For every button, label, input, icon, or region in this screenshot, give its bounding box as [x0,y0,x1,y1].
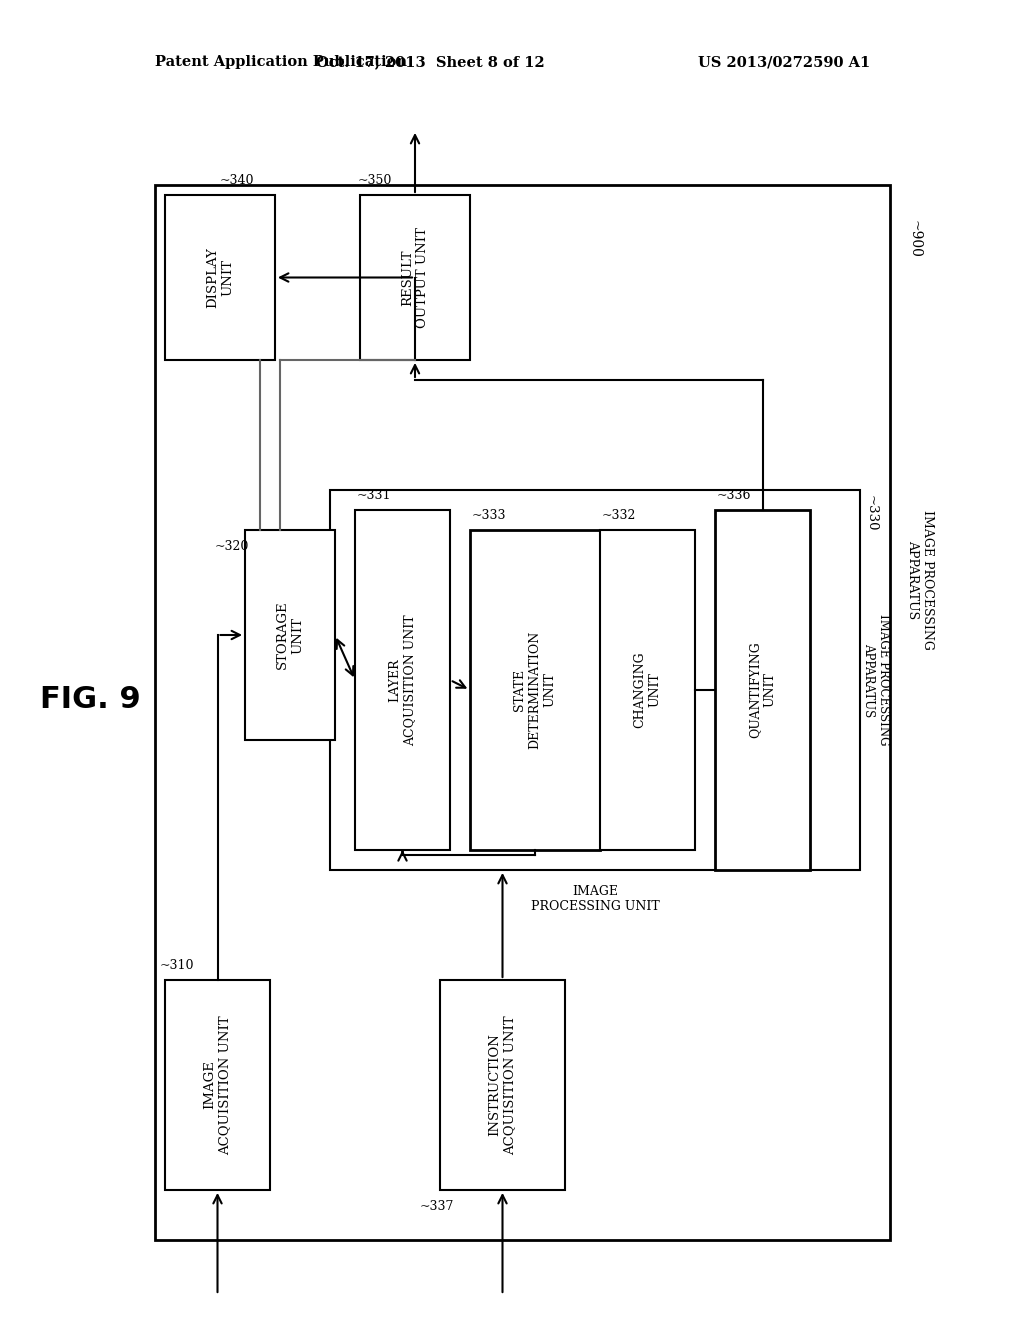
Text: CHANGING
UNIT: CHANGING UNIT [634,652,662,729]
Text: RESULT
OUTPUT UNIT: RESULT OUTPUT UNIT [401,227,429,327]
Text: ~337: ~337 [420,1200,455,1213]
Text: ~310: ~310 [160,960,195,972]
Text: ~331: ~331 [357,488,391,502]
Text: IMAGE
ACQUISITION UNIT: IMAGE ACQUISITION UNIT [204,1015,231,1155]
Text: ~340: ~340 [220,174,255,187]
Text: LAYER
ACQUISITION UNIT: LAYER ACQUISITION UNIT [388,614,417,746]
Text: DISPLAY
UNIT: DISPLAY UNIT [206,247,234,308]
Bar [330,490,860,870]
Text: ~350: ~350 [358,174,392,187]
Text: Patent Application Publication: Patent Application Publication [155,55,407,69]
Bar [355,510,450,850]
Text: ~330: ~330 [865,495,878,532]
Text: ~336: ~336 [717,488,752,502]
Text: US 2013/0272590 A1: US 2013/0272590 A1 [697,55,870,69]
Text: ~320: ~320 [215,540,250,553]
Text: IMAGE PROCESSING
APPARATUS: IMAGE PROCESSING APPARATUS [906,510,934,649]
Text: ~332: ~332 [602,510,636,521]
Bar [600,531,695,850]
Bar [440,979,565,1191]
Bar [165,195,275,360]
Text: QUANTIFYING
UNIT: QUANTIFYING UNIT [749,642,776,738]
Text: STATE
DETERMINATION
UNIT: STATE DETERMINATION UNIT [513,631,556,750]
Bar [245,531,335,741]
Bar [715,510,810,870]
Bar [360,195,470,360]
Text: IMAGE PROCESSING
APPARATUS: IMAGE PROCESSING APPARATUS [862,614,890,746]
Text: INSTRUCTION
ACQUISITION UNIT: INSTRUCTION ACQUISITION UNIT [488,1015,516,1155]
Text: Oct. 17, 2013  Sheet 8 of 12: Oct. 17, 2013 Sheet 8 of 12 [315,55,545,69]
Bar [470,531,600,850]
Text: ~333: ~333 [472,510,507,521]
Bar [165,979,270,1191]
Text: STORAGE
UNIT: STORAGE UNIT [276,601,304,669]
Bar [155,185,890,1239]
Text: FIG. 9: FIG. 9 [40,685,140,714]
Text: ~900: ~900 [907,220,921,257]
Text: IMAGE
PROCESSING UNIT: IMAGE PROCESSING UNIT [530,884,659,913]
